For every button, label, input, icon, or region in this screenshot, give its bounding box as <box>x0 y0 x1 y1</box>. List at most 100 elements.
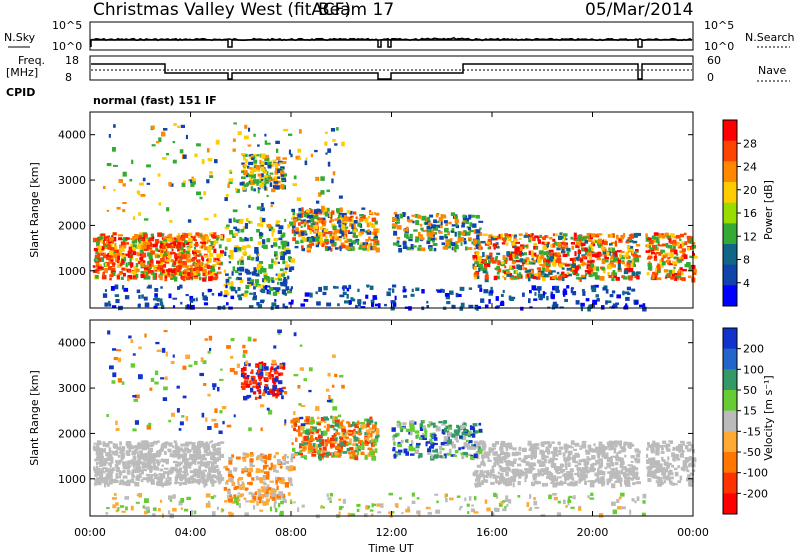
data-cell <box>589 482 595 488</box>
data-cell <box>279 366 285 369</box>
data-cell <box>419 426 424 431</box>
data-cell <box>408 219 414 223</box>
data-cell <box>358 427 362 433</box>
data-cell <box>571 478 575 481</box>
data-cell <box>489 252 492 257</box>
data-cell <box>629 234 635 239</box>
data-cell <box>209 273 215 276</box>
data-cell <box>647 478 651 483</box>
data-cell <box>669 252 674 258</box>
data-cell <box>235 219 240 222</box>
data-cell <box>599 253 603 257</box>
data-cell <box>206 479 209 482</box>
data-cell <box>684 232 687 236</box>
data-cell <box>560 271 565 275</box>
data-cell <box>299 426 304 431</box>
data-cell <box>218 266 221 270</box>
data-cell <box>671 260 677 264</box>
data-cell <box>314 236 320 242</box>
data-cell <box>168 477 172 482</box>
data-cell <box>610 459 613 465</box>
data-cell <box>292 225 295 229</box>
data-cell <box>179 476 183 481</box>
data-cell <box>613 256 618 262</box>
freq-unit: [MHz] <box>6 66 38 79</box>
data-cell <box>593 443 596 447</box>
data-cell <box>537 239 541 244</box>
data-cell <box>115 479 119 483</box>
data-cell <box>492 474 497 479</box>
data-cell <box>645 453 649 458</box>
data-cell <box>129 258 132 264</box>
data-cell <box>552 243 556 248</box>
data-cell <box>140 440 144 444</box>
data-cell <box>596 266 600 272</box>
data-cell <box>646 447 649 451</box>
data-cell <box>334 419 340 423</box>
data-cell <box>163 451 167 455</box>
data-cell <box>562 469 566 472</box>
data-cell <box>673 267 676 270</box>
data-cell <box>108 457 114 460</box>
data-cell <box>334 422 339 427</box>
data-cell <box>534 235 539 239</box>
data-cell <box>282 303 285 308</box>
data-cell <box>540 296 543 301</box>
data-cell <box>257 269 260 274</box>
data-cell <box>307 449 310 454</box>
data-cell <box>191 478 196 483</box>
data-cell <box>371 430 375 434</box>
data-cell <box>372 440 377 443</box>
data-cell <box>584 269 589 273</box>
data-cell <box>354 235 358 239</box>
data-cell <box>670 470 673 475</box>
data-cell <box>590 259 595 263</box>
data-cell <box>496 252 501 255</box>
data-cell <box>193 246 197 250</box>
data-cell <box>290 153 293 158</box>
data-cell <box>147 252 151 257</box>
data-cell <box>278 479 284 484</box>
data-cell <box>329 452 332 456</box>
data-cell <box>659 444 663 448</box>
data-cell <box>339 207 343 213</box>
data-cell <box>230 295 235 300</box>
data-cell <box>173 267 178 271</box>
data-cell <box>263 272 268 277</box>
data-cell <box>140 479 144 483</box>
data-cell <box>157 249 161 252</box>
data-cell <box>204 481 208 486</box>
data-cell <box>445 240 450 246</box>
data-cell <box>554 275 558 280</box>
data-cell <box>500 472 504 476</box>
data-cell <box>299 450 303 453</box>
data-cell <box>341 141 345 147</box>
data-cell <box>554 285 559 291</box>
data-cell <box>264 156 270 162</box>
data-cell <box>622 290 625 296</box>
data-cell <box>116 447 120 450</box>
data-cell <box>112 467 115 471</box>
data-cell <box>248 491 253 495</box>
data-cell <box>584 480 587 485</box>
data-cell <box>341 435 345 438</box>
data-cell <box>242 452 246 456</box>
data-cell <box>182 449 186 453</box>
data-cell <box>116 260 119 264</box>
data-cell <box>682 442 685 446</box>
data-cell <box>280 255 285 260</box>
data-cell <box>188 232 193 237</box>
data-cell <box>374 435 379 441</box>
data-cell <box>499 456 504 460</box>
data-cell <box>189 299 194 303</box>
data-cell <box>679 250 683 254</box>
data-cell <box>532 255 535 259</box>
data-cell <box>549 269 552 273</box>
data-cell <box>347 452 353 455</box>
data-cell <box>620 477 623 482</box>
data-cell <box>480 259 484 264</box>
data-cell <box>342 229 347 234</box>
data-cell <box>501 237 505 241</box>
data-cell <box>180 249 184 253</box>
data-cell <box>666 273 671 278</box>
